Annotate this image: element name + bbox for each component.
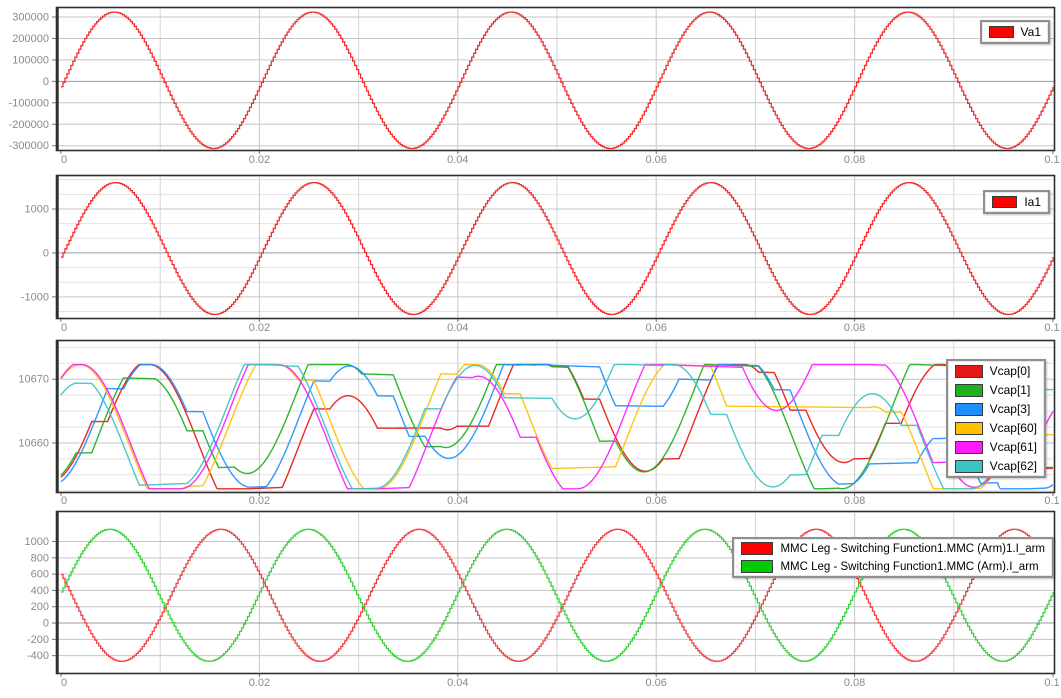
x-tick-label: 0.08 xyxy=(844,495,865,507)
x-tick-label: 0.02 xyxy=(249,495,270,507)
x-tick-label: 0.06 xyxy=(645,495,666,507)
x-tick-label: 0.02 xyxy=(249,677,270,689)
y-tick-label: -200 xyxy=(27,634,49,646)
y-tick-label: 1000 xyxy=(25,536,49,548)
legend-label: Vcap[60] xyxy=(989,421,1037,435)
y-tick-label: 200 xyxy=(31,601,49,613)
x-tick-label: 0.08 xyxy=(844,322,865,334)
legend-swatch xyxy=(954,364,983,378)
x-tick-label: 0.04 xyxy=(447,677,468,689)
legend-swatch xyxy=(954,459,983,473)
trace-vcap-61 xyxy=(60,363,1054,490)
legend-entry: MMC Leg - Switching Function1.MMC (Arm).… xyxy=(741,560,1045,573)
trace-vcap-62 xyxy=(60,363,1054,490)
x-tick-label: 0.06 xyxy=(645,322,666,334)
plot-phase-current[interactable]: 1000 0 -1000 0 0.02 0.04 0.06 0.08 0.1 xyxy=(0,168,1061,336)
legend-label: Ia1 xyxy=(1024,195,1041,209)
trace-vcap-1 xyxy=(60,363,1054,490)
x-tick-label: 0.06 xyxy=(645,677,666,689)
y-tick-label: -400 xyxy=(27,650,49,662)
y-tick-label: 10670 xyxy=(18,374,49,386)
legend-swatch xyxy=(741,560,774,573)
legend-va1: Va1 xyxy=(979,20,1050,44)
legend-vcap: Vcap[0] Vcap[1] Vcap[3] Vcap[60] Vcap[61] Vca… xyxy=(945,359,1046,478)
legend-entry: Vcap[3] xyxy=(954,402,1037,416)
plot-capacitor-voltages[interactable]: 10670 10660 0 0.02 0.04 0.06 0.08 0.1 xyxy=(0,333,1061,511)
trace-vcap-60 xyxy=(60,363,1054,490)
legend-label: Vcap[62] xyxy=(989,459,1037,473)
x-tick-label: 0 xyxy=(61,154,67,166)
x-tick-label: 0 xyxy=(61,677,67,689)
y-tick-label: 600 xyxy=(31,569,49,581)
y-tick-label: 800 xyxy=(31,552,49,564)
x-tick-label: 0.02 xyxy=(249,322,270,334)
y-tick-label: 0 xyxy=(43,247,49,259)
legend-ia1: Ia1 xyxy=(983,190,1050,214)
y-tick-label: -100000 xyxy=(9,97,49,109)
y-tick-label: 0 xyxy=(43,618,49,630)
legend-swatch xyxy=(954,383,983,397)
legend-swatch xyxy=(954,421,983,435)
x-tick-label: 0.04 xyxy=(447,154,468,166)
legend-swatch xyxy=(992,196,1018,208)
x-tick-label: 0.1 xyxy=(1044,495,1059,507)
legend-swatch xyxy=(741,542,774,555)
x-tick-label: 0.02 xyxy=(249,154,270,166)
legend-swatch xyxy=(954,402,983,416)
legend-label: Vcap[3] xyxy=(989,402,1031,416)
legend-entry: Va1 xyxy=(988,25,1041,39)
x-tick-label: 0.08 xyxy=(844,154,865,166)
trace-ia1 xyxy=(61,181,1054,316)
x-tick-label: 0.1 xyxy=(1044,154,1059,166)
plot-phase-voltage[interactable]: 300000 200000 100000 0 -100000 -200000 -300000… xyxy=(0,0,1061,168)
y-tick-label: 200000 xyxy=(12,33,49,45)
legend-label: Vcap[61] xyxy=(989,440,1037,454)
legend-entry: Vcap[61] xyxy=(954,440,1037,454)
legend-entry: Ia1 xyxy=(992,195,1041,209)
x-tick-label: 0 xyxy=(61,495,67,507)
legend-label: MMC Leg - Switching Function1.MMC (Arm)1… xyxy=(780,542,1045,555)
legend-swatch xyxy=(988,26,1014,38)
x-tick-label: 0 xyxy=(61,322,67,334)
legend-label: Va1 xyxy=(1020,25,1041,39)
y-tick-label: 1000 xyxy=(25,203,49,215)
x-tick-label: 0.1 xyxy=(1044,677,1059,689)
y-tick-label: 400 xyxy=(31,585,49,597)
y-tick-label: -300000 xyxy=(9,140,49,152)
y-tick-label: -200000 xyxy=(9,119,49,131)
legend-swatch xyxy=(954,440,983,454)
y-tick-label: 10660 xyxy=(18,437,49,449)
x-tick-label: 0.08 xyxy=(844,677,865,689)
legend-entry: MMC Leg - Switching Function1.MMC (Arm)1… xyxy=(741,542,1045,555)
legend-label: Vcap[0] xyxy=(989,364,1031,378)
x-tick-label: 0.04 xyxy=(447,495,468,507)
trace-vcap-3 xyxy=(60,363,1054,490)
legend-entry: Vcap[60] xyxy=(954,421,1037,435)
legend-label: MMC Leg - Switching Function1.MMC (Arm).… xyxy=(780,560,1039,573)
legend-label: Vcap[1] xyxy=(989,383,1031,397)
legend-entry: Vcap[62] xyxy=(954,459,1037,473)
y-tick-label: 300000 xyxy=(12,12,49,24)
legend-entry: Vcap[0] xyxy=(954,364,1037,378)
y-tick-label: 100000 xyxy=(12,54,49,66)
plot-arm-currents[interactable]: 1000 800 600 400 200 0 -200 -400 0 0.02 0.04 0.06 0.… xyxy=(0,504,1061,698)
y-tick-label: 0 xyxy=(43,76,49,88)
x-tick-label: 0.1 xyxy=(1044,322,1059,334)
trace-va1 xyxy=(61,11,1054,150)
x-tick-label: 0.04 xyxy=(447,322,468,334)
legend-entry: Vcap[1] xyxy=(954,383,1037,397)
legend-iarm: MMC Leg - Switching Function1.MMC (Arm)1… xyxy=(732,537,1054,578)
y-tick-label: -1000 xyxy=(21,291,49,303)
trace-mmc-leg-switching-function1-mmc-arm-1-i-arm xyxy=(61,528,1054,662)
x-tick-label: 0.06 xyxy=(645,154,666,166)
